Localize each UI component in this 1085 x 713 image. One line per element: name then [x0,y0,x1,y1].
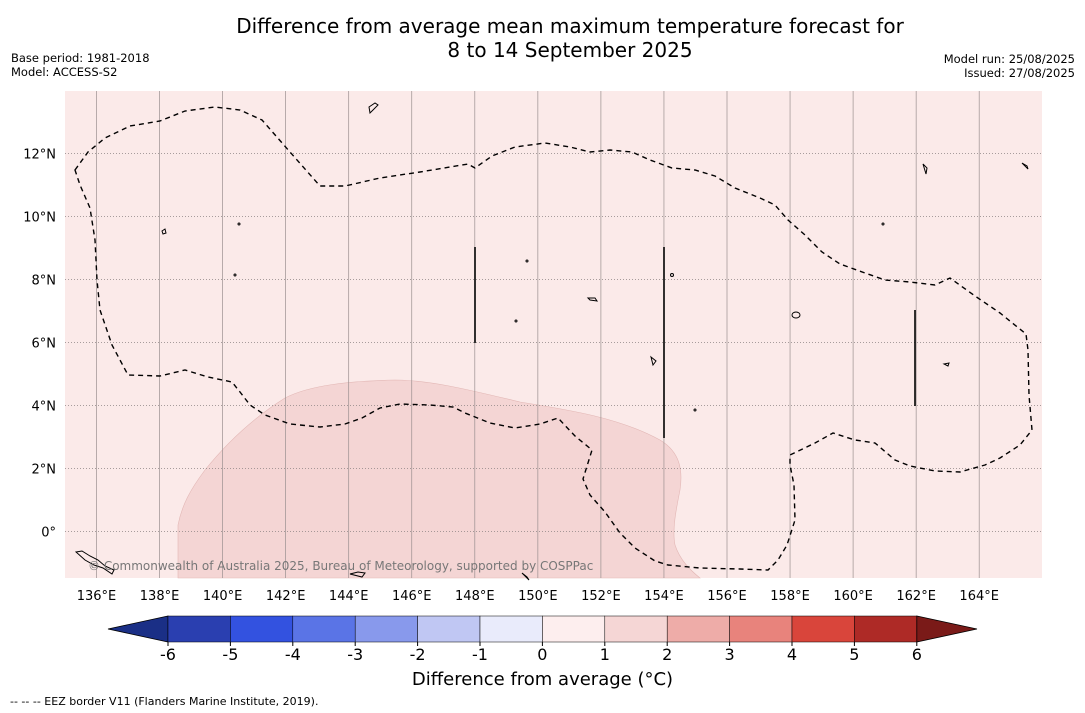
lon-tick-label: 144°E [329,589,369,604]
island-h [1021,162,1029,170]
base-period: Base period: 1981-2018 [11,51,150,65]
colorbar-tick-label: -3 [347,645,363,664]
longitude-tick-labels: 136°E 138°E 140°E 142°E 144°E 146°E 148°E 150°E… [77,589,999,604]
lat-tick-label: 8°N [32,274,57,289]
island-b [161,228,167,235]
lat-tick-label: 0° [41,526,56,541]
colorbar-label: Difference from average (°C) [411,669,674,690]
colorbar-extend-high [916,615,978,643]
lon-tick-label: 162°E [896,589,936,604]
copyright-text: © Commonwealth of Australia 2025, Bureau… [88,559,593,573]
lon-tick-label: 150°E [518,589,558,604]
lon-tick-label: 158°E [770,589,810,604]
lon-tick-label: 146°E [392,589,432,604]
island-c [586,297,599,302]
lon-tick-label: 152°E [581,589,621,604]
island-d [791,311,801,319]
lon-tick-label: 138°E [140,589,180,604]
colorbar-segment [417,615,481,643]
lon-tick-label: 164°E [959,589,999,604]
latitude-tick-labels: 12°N 10°N 8°N 6°N 4°N 2°N 0° [23,148,56,541]
islands [74,102,1029,581]
title-line-2: 8 to 14 September 2025 [447,38,693,62]
lon-tick-label: 140°E [203,589,243,604]
colorbar-segment [854,615,918,643]
colorbar-tick-label: 6 [912,645,922,664]
lon-tick-label: 136°E [77,589,117,604]
colorbar-tick-label: 3 [725,645,735,664]
island-n [514,319,518,323]
lat-tick-label: 4°N [32,400,57,415]
island-m [233,273,237,277]
issued-date: Issued: 27/08/2025 [964,66,1075,80]
colorbar-segment [230,615,294,643]
lat-tick-label: 2°N [32,463,57,478]
lon-tick-label: 142°E [266,589,306,604]
colorbar-segment [791,615,855,643]
chart-title: Difference from average mean maximum tem… [0,14,1085,62]
colorbar-tick-label: -2 [410,645,426,664]
colorbar-tick-label: 0 [537,645,547,664]
colorbar-tick-label: -4 [285,645,301,664]
colorbar-tick-label: 2 [662,645,672,664]
colorbar-segment [666,615,730,643]
lon-tick-label: 160°E [833,589,873,604]
longitude-gridlines [96,91,980,578]
colorbar-segment [542,615,606,643]
lat-tick-label: 10°N [23,211,56,226]
island-f [650,355,657,367]
colorbar [107,615,978,643]
island-p [881,222,885,226]
colorbar-tick-label: -6 [160,645,176,664]
meta-left: Base period: 1981-2018 Model: ACCESS-S2 [11,51,150,79]
colorbar-tick-labels: -6 -5 -4 -3 -2 -1 0 1 2 3 4 5 6 [160,642,922,664]
colorbar-segment [729,615,793,643]
island-a [368,102,379,115]
island-chain-lines [474,247,916,438]
colorbar-segment [292,615,356,643]
meta-right: Model run: 25/08/2025 Issued: 27/08/2025 [944,52,1075,80]
colorbar-segment [479,615,543,643]
island-palau [74,550,115,575]
lon-tick-label: 154°E [644,589,684,604]
colorbar-segment [354,615,418,643]
island-l [525,259,529,263]
island-j [349,571,366,578]
island-q [237,222,241,226]
colorbar-tick-label: 4 [787,645,797,664]
colorbar-tick-label: -5 [222,645,238,664]
title-line-1: Difference from average mean maximum tem… [236,14,904,38]
colorbar-extend-low [107,615,169,643]
model-name: Model: ACCESS-S2 [11,65,118,79]
lon-tick-label: 148°E [455,589,495,604]
lat-tick-label: 6°N [32,337,57,352]
eez-border [74,106,1033,571]
lon-tick-label: 156°E [707,589,747,604]
island-k [670,273,674,277]
island-o [693,408,697,412]
latitude-gridlines [65,153,1042,532]
lat-tick-label: 12°N [23,148,56,163]
island-e [942,362,950,367]
model-run: Model run: 25/08/2025 [943,52,1075,66]
colorbar-tick-label: 1 [600,645,610,664]
colorbar-tick-label: 5 [849,645,859,664]
colorbar-tick-label: -1 [472,645,488,664]
eez-footnote: -- -- -- EEZ border V11 (Flanders Marine… [10,695,319,708]
colorbar-segment [604,615,668,643]
colorbar-segment [167,615,231,643]
island-g [922,163,928,175]
island-i [521,572,530,581]
